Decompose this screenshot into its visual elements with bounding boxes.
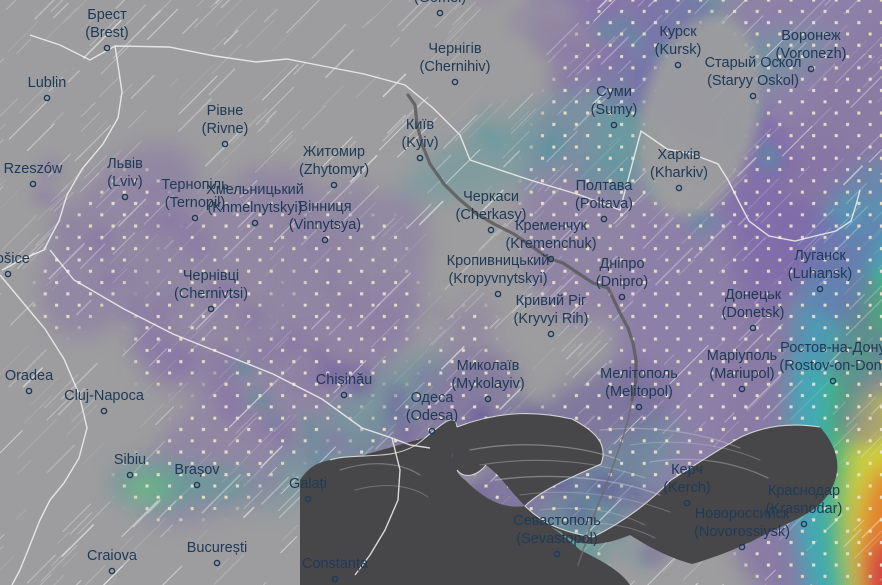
svg-text:Дніпро: Дніпро (599, 256, 644, 272)
svg-text:Sibiu: Sibiu (114, 452, 146, 468)
svg-text:Хмельницький: Хмельницький (206, 182, 304, 198)
svg-text:Rzeszów: Rzeszów (4, 161, 63, 177)
svg-text:(Kryvyi Rih): (Kryvyi Rih) (514, 311, 589, 327)
svg-text:(Sumy): (Sumy) (591, 102, 638, 118)
svg-text:Маріуполь: Маріуполь (707, 348, 777, 364)
svg-text:(Kharkiv): (Kharkiv) (650, 165, 708, 181)
svg-text:Рівне: Рівне (207, 103, 244, 119)
svg-text:Львів: Львів (107, 156, 143, 172)
svg-text:(Khmelnytskyi): (Khmelnytskyi) (207, 200, 302, 216)
svg-text:(Lviv): (Lviv) (107, 174, 142, 190)
svg-text:Полтава: Полтава (576, 178, 634, 194)
svg-text:(Brest): (Brest) (85, 25, 129, 41)
svg-text:(Sevastopol): (Sevastopol) (516, 531, 597, 547)
svg-text:(Vinnytsya): (Vinnytsya) (289, 217, 361, 233)
svg-text:(Novorossiysk): (Novorossiysk) (694, 524, 790, 540)
svg-text:(Rostov-on-Don): (Rostov-on-Don) (779, 358, 882, 374)
svg-text:Lublin: Lublin (28, 75, 67, 91)
svg-text:(Chernihiv): (Chernihiv) (420, 59, 491, 75)
svg-text:(Mykolayiv): (Mykolayiv) (451, 376, 524, 392)
svg-text:(Kursk): (Kursk) (655, 42, 702, 58)
svg-text:(Melitopol): (Melitopol) (605, 384, 673, 400)
svg-text:Constanța: Constanța (302, 556, 369, 572)
svg-text:Одеса: Одеса (411, 390, 455, 406)
svg-text:Донецьк: Донецьк (725, 287, 782, 303)
svg-text:(Poltava): (Poltava) (575, 196, 633, 212)
svg-text:Oradea: Oradea (5, 368, 54, 384)
svg-text:(Rivne): (Rivne) (202, 121, 249, 137)
svg-text:Мелітополь: Мелітополь (600, 366, 678, 382)
svg-text:(Luhansk): (Luhansk) (788, 266, 852, 282)
svg-text:Вінниця: Вінниця (298, 199, 351, 215)
svg-text:Черкаси: Черкаси (463, 189, 519, 205)
svg-text:Чернігів: Чернігів (428, 41, 482, 57)
svg-text:Воронеж: Воронеж (781, 28, 841, 44)
svg-text:(Kropyvnytskyi): (Kropyvnytskyi) (448, 271, 547, 287)
svg-text:(Odesa): (Odesa) (406, 408, 458, 424)
svg-text:Житомир: Житомир (303, 144, 365, 160)
svg-text:(Mariupol): (Mariupol) (709, 366, 774, 382)
svg-text:Brașov: Brașov (174, 462, 220, 478)
svg-text:Старый Оскол: Старый Оскол (705, 55, 802, 71)
svg-text:Харків: Харків (657, 147, 700, 163)
svg-text:Cluj-Napoca: Cluj-Napoca (64, 388, 145, 404)
svg-text:(Kerch): (Kerch) (663, 480, 711, 496)
svg-text:Брест: Брест (87, 7, 127, 23)
svg-text:(Staryy Oskol): (Staryy Oskol) (707, 73, 799, 89)
svg-text:Кривий Ріг: Кривий Ріг (516, 293, 587, 309)
svg-text:Craiova: Craiova (87, 548, 138, 564)
svg-text:București: București (187, 540, 247, 556)
svg-text:Чернівці: Чернівці (183, 268, 239, 284)
svg-text:Ростов-на-Дону: Ростов-на-Дону (780, 340, 882, 356)
svg-text:Київ: Київ (406, 117, 435, 133)
svg-text:Миколаїв: Миколаїв (457, 358, 520, 374)
svg-text:(Gomel): (Gomel) (414, 0, 466, 6)
svg-text:Кременчук: Кременчук (515, 218, 587, 234)
svg-text:Керч: Керч (671, 462, 703, 478)
svg-text:Суми: Суми (596, 84, 632, 100)
svg-text:(Krasnodar): (Krasnodar) (766, 501, 843, 517)
svg-text:(Kyiv): (Kyiv) (401, 135, 438, 151)
svg-text:Курск: Курск (659, 24, 697, 40)
svg-text:(Donetsk): (Donetsk) (722, 305, 785, 321)
svg-text:Galați: Galați (289, 476, 327, 492)
svg-text:(Dnipro): (Dnipro) (596, 274, 648, 290)
svg-text:Краснодар: Краснодар (768, 483, 840, 499)
svg-text:Chișinău: Chișinău (316, 372, 372, 388)
svg-text:(Kremenchuk): (Kremenchuk) (505, 236, 596, 252)
svg-text:(Chernivtsi): (Chernivtsi) (174, 286, 248, 302)
svg-text:Севастополь: Севастополь (513, 513, 601, 529)
svg-text:Košice: Košice (0, 251, 30, 267)
svg-text:Кропивницький: Кропивницький (447, 253, 550, 269)
svg-text:Луганск: Луганск (794, 248, 846, 264)
svg-text:(Zhytomyr): (Zhytomyr) (299, 162, 369, 178)
